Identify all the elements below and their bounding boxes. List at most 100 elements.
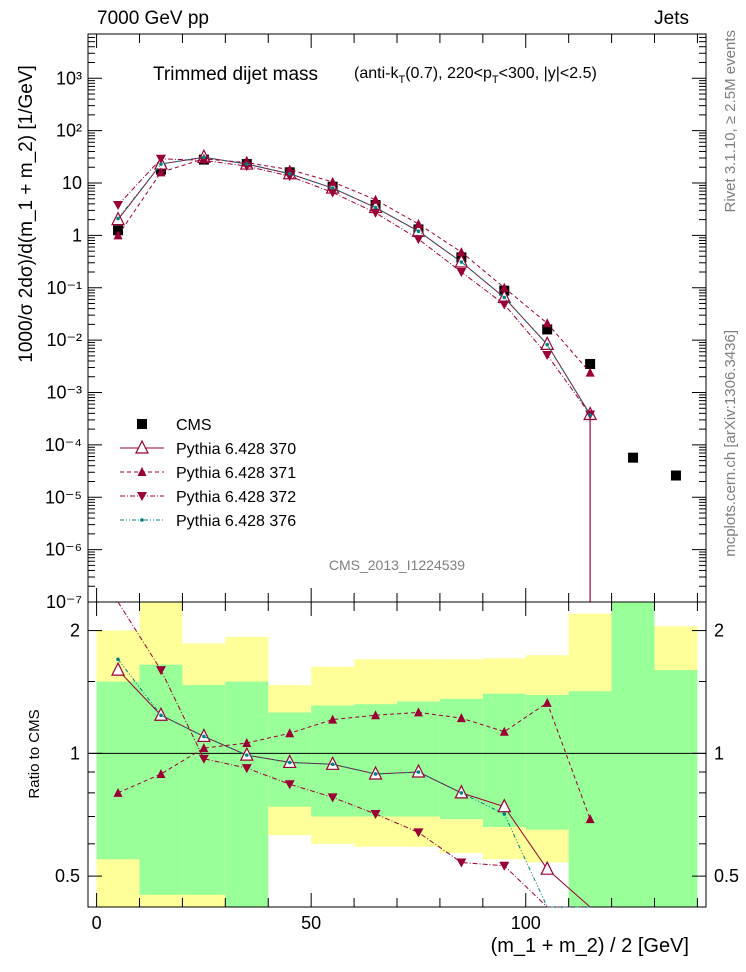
y-tick-label: 10²	[56, 121, 82, 141]
ratio-point-p376	[502, 812, 507, 816]
ratio-panel: 0 50 100 0.5 0.5 1 1 2 2	[55, 601, 739, 933]
y-tick-label: 10⁻²	[46, 330, 82, 350]
cut-sub-1: T	[398, 74, 405, 86]
inner-band-bin	[96, 681, 140, 860]
ratio-point-p371	[242, 738, 252, 748]
ratio-point-p372	[284, 780, 295, 790]
legend: CMS Pythia 6.428 370 Pythia 6.428 371 Pythi…	[120, 417, 296, 530]
ratio-line-p376	[117, 659, 591, 908]
point-p376	[373, 205, 378, 210]
ratio-point-p372	[370, 810, 381, 820]
series-line-p371	[117, 158, 591, 373]
header-left: 7000 GeV pp	[97, 8, 209, 29]
point-cms	[670, 470, 681, 481]
point-p371	[113, 230, 123, 240]
point-p372	[155, 154, 166, 164]
ratio-point-p371	[156, 768, 166, 778]
ratio-point-p372	[413, 828, 424, 838]
x-axis-label: (m_1 + m_2) / 2 [GeV]	[491, 935, 689, 957]
y-tick-label: 10⁻¹	[46, 278, 82, 298]
ratio-point-p372	[499, 861, 510, 871]
ratio-point-p372	[327, 793, 338, 803]
point-p371	[456, 247, 466, 257]
y-tick-label: 10	[62, 173, 82, 193]
inner-band-bin	[611, 602, 655, 907]
ratio-point-p371	[542, 697, 552, 707]
cut-post: <300, |y|<2.5)	[499, 65, 597, 82]
legend-label-cms: CMS	[176, 417, 212, 434]
ratio-point-p376	[373, 772, 378, 776]
y-tick-label: 1	[72, 225, 82, 245]
ratio-y-tick-label-right: 1	[714, 743, 724, 763]
ratio-point-p376	[416, 770, 421, 774]
ratio-line-p372	[117, 601, 591, 908]
cut-mid: (0.7), 220<p	[405, 65, 492, 82]
x-tick-label: 100	[511, 913, 541, 933]
point-p371	[285, 164, 295, 174]
point-p371	[328, 176, 338, 186]
header-right: Jets	[654, 8, 689, 29]
point-p372	[542, 351, 553, 361]
legend-marker-p376	[140, 518, 144, 522]
legend-label-p372: Pythia 6.428 372	[176, 489, 296, 506]
y-tick-label: 10⁻³	[46, 383, 82, 403]
ratio-point-p370	[111, 661, 126, 676]
ratio-point-p371	[371, 710, 381, 720]
legend-label-p376: Pythia 6.428 376	[176, 513, 296, 530]
ratio-y-tick-label-right: 2	[714, 621, 724, 641]
series-line-p372	[117, 158, 591, 415]
y-tick-label: 10⁻⁴	[45, 435, 82, 455]
main-panel: 10⁻⁷ 10⁻⁶ 10⁻⁵ 10⁻⁴ 10⁻³ 10⁻² 10⁻¹ 1 10 10² 10³	[45, 33, 707, 612]
point-p372	[499, 300, 510, 310]
point-p376	[287, 171, 292, 176]
point-p376	[202, 155, 206, 160]
legend-marker-cms	[137, 419, 147, 429]
x-tick-label: 50	[301, 913, 321, 933]
ratio-point-p372	[198, 754, 209, 764]
ratio-y-tick-label: 2	[70, 621, 80, 641]
point-p371	[499, 282, 509, 292]
legend-label-p371: Pythia 6.428 371	[176, 465, 296, 482]
point-p376	[545, 342, 550, 347]
ratio-point-p372	[155, 666, 166, 676]
ratio-point-p370	[540, 860, 555, 875]
legend-marker-p371	[137, 467, 147, 476]
y-tick-label: 10⁻⁷	[46, 592, 82, 612]
series-line-p370	[117, 156, 591, 415]
point-p376	[116, 216, 120, 221]
ratio-y-tick-label: 1	[70, 743, 80, 763]
y-tick-label: 10³	[56, 68, 82, 88]
ratio-point-p376	[116, 657, 120, 662]
y-tick-label: 10⁻⁶	[45, 540, 82, 560]
inner-band-bin	[225, 681, 269, 907]
point-p376	[416, 229, 421, 234]
inner-band-bin	[525, 695, 569, 830]
x-tick-label: 0	[92, 913, 102, 933]
legend-marker-p370	[135, 439, 149, 454]
point-cms	[585, 359, 596, 370]
inner-band-bin	[568, 691, 612, 907]
point-p376	[459, 260, 464, 264]
ratio-point-p376	[159, 713, 163, 718]
plot-title: Trimmed dijet mass	[153, 64, 318, 85]
watermark: CMS_2013_I1224539	[329, 557, 465, 573]
ratio-point-p371	[199, 743, 209, 753]
point-p372	[113, 201, 124, 211]
point-p376	[159, 162, 163, 166]
point-p371	[371, 194, 381, 204]
ratio-point-p371	[328, 714, 338, 724]
side-label-top: Rivet 3.1.10, ≥ 2.5M events	[722, 30, 739, 213]
inner-band-bin	[354, 704, 397, 817]
ratio-point-p372	[241, 764, 252, 774]
ratio-point-p371	[585, 814, 595, 824]
ratio-point-p371	[499, 726, 509, 736]
point-cms	[113, 225, 124, 236]
main-ylabel: 1000/σ 2dσ)/d(m_1 + m_2) [1/GeV]	[16, 65, 37, 363]
inner-band-bin	[397, 701, 440, 817]
point-p372	[198, 156, 209, 166]
ratio-point-p371	[456, 713, 466, 723]
cut-pre: (anti-k	[354, 65, 399, 82]
inner-band-bin	[182, 685, 226, 895]
point-p372	[413, 235, 424, 245]
